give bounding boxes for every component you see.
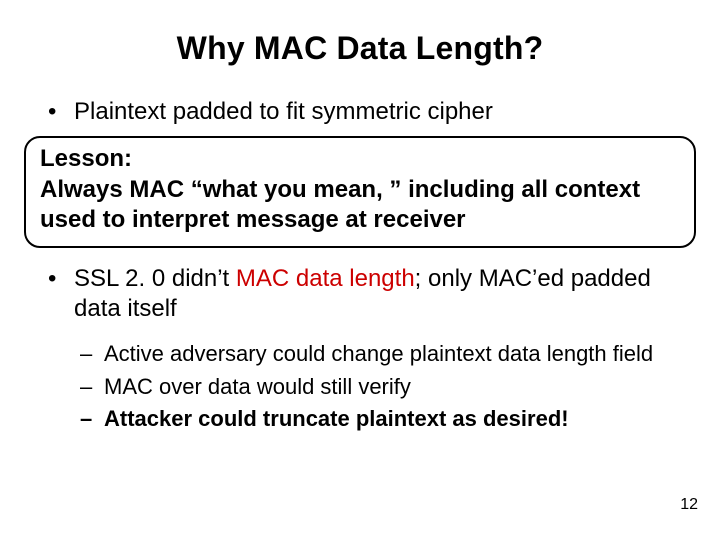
bullet-ssl20-red: MAC data length — [236, 265, 415, 292]
subbullet-mac-verify: MAC over data would still verify — [40, 374, 680, 401]
subbullet-text: Attacker could truncate plaintext as des… — [104, 406, 569, 431]
callout-line2: Always MAC “what you mean, ” including a… — [40, 175, 680, 236]
subbullet-adversary-change: Active adversary could change plaintext … — [40, 341, 680, 368]
callout-line1: Lesson: — [40, 144, 680, 175]
bullet-ssl20: SSL 2. 0 didn’t MAC data length; only MA… — [40, 264, 680, 323]
bullet-ssl20-pre: SSL 2. 0 didn’t — [74, 265, 236, 292]
slide-title: Why MAC Data Length? — [40, 30, 680, 67]
subbullet-text: Active adversary could change plaintext … — [104, 341, 653, 366]
slide: Why MAC Data Length? Plaintext padded to… — [0, 0, 720, 540]
subbullet-text: MAC over data would still verify — [104, 374, 411, 399]
bullet-text: Plaintext padded to fit symmetric cipher — [74, 98, 493, 125]
bullet-padded-plaintext: Plaintext padded to fit symmetric cipher — [40, 97, 680, 126]
lesson-callout: Lesson: Always MAC “what you mean, ” inc… — [24, 136, 696, 248]
page-number: 12 — [680, 496, 698, 514]
subbullet-truncate: Attacker could truncate plaintext as des… — [40, 406, 680, 433]
